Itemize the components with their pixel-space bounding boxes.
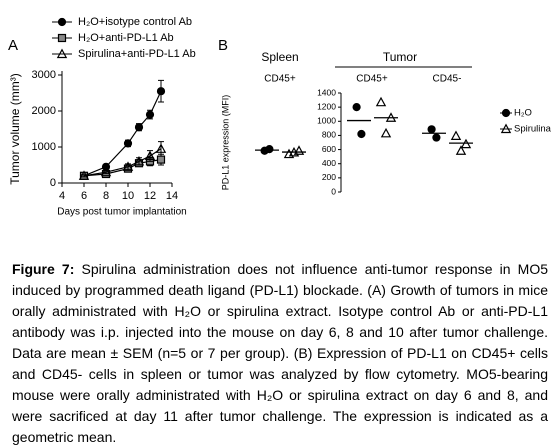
subtitle: CD45+	[264, 74, 296, 85]
x-tick-label: 12	[144, 190, 156, 202]
x-tick-label: 10	[122, 190, 134, 202]
marker	[133, 155, 145, 166]
group-label: Tumor	[383, 50, 417, 64]
y-tick-label: 600	[322, 144, 336, 154]
y-tick-label: 400	[322, 158, 336, 168]
y-axis-label: PD-L1 expression (MFI)	[220, 95, 230, 191]
marker	[427, 125, 436, 134]
marker	[145, 110, 155, 119]
group-label: Spleen	[261, 50, 298, 64]
x-axis-label: Days post tumor implantation	[57, 207, 187, 218]
subtitle: CD45-	[433, 74, 462, 85]
marker	[57, 33, 67, 43]
subtitle: CD45+	[356, 74, 388, 85]
y-axis-label: Tumor volume (mm³)	[8, 73, 22, 185]
marker	[352, 103, 361, 112]
marker	[432, 133, 441, 142]
y-tick-label: 3000	[32, 69, 56, 81]
y-tick-label: 0	[331, 186, 336, 196]
marker	[123, 139, 133, 148]
x-tick-label: 8	[103, 190, 109, 202]
marker	[357, 129, 366, 139]
marker	[156, 155, 166, 164]
marker	[375, 96, 387, 107]
x-tick-label: 14	[166, 190, 178, 202]
x-tick-label: 6	[81, 190, 87, 202]
marker	[100, 166, 112, 177]
marker	[450, 130, 462, 140]
marker	[155, 143, 167, 153]
marker	[144, 150, 156, 161]
legend-label: H₂O	[514, 108, 532, 119]
marker	[455, 145, 467, 155]
marker	[57, 17, 67, 27]
marker	[265, 145, 274, 154]
y-tick-label: 1000	[32, 141, 56, 153]
caption-text: Spirulina administration does not influe…	[12, 261, 549, 445]
y-tick-label: 800	[322, 130, 336, 140]
legend-label: H₂O+anti-PD-L1 Ab	[78, 32, 174, 44]
y-tick-label: 1200	[317, 101, 336, 111]
marker	[56, 48, 68, 59]
y-tick-label: 200	[322, 172, 336, 182]
marker	[78, 170, 90, 180]
marker	[134, 123, 144, 132]
caption: Figure 7: Spirulina administration does …	[12, 259, 548, 448]
marker	[380, 127, 392, 138]
marker	[122, 161, 134, 171]
y-tick-label: 1000	[317, 116, 336, 126]
x-tick-label: 4	[59, 190, 65, 202]
panel-label: A	[8, 37, 18, 54]
legend-label: Spirulina	[514, 124, 552, 135]
legend-label: Spirulina+anti-PD-L1 Ab	[78, 48, 196, 60]
y-tick-label: 0	[50, 177, 56, 189]
marker	[156, 87, 166, 96]
error-bar	[125, 163, 131, 171]
marker	[293, 145, 305, 155]
panel-label: B	[218, 37, 228, 54]
caption-label: Figure 7:	[12, 261, 75, 277]
y-tick-label: 2000	[32, 105, 56, 117]
y-tick-label: 1400	[317, 87, 336, 97]
legend-label: H₂O+isotype control Ab	[78, 16, 192, 28]
